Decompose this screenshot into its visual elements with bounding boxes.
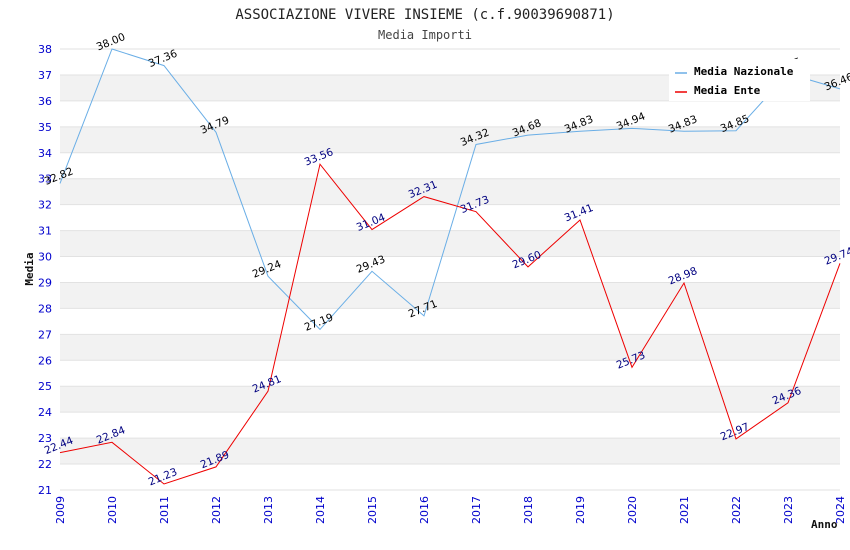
x-tick-label: 2013 [262,496,275,524]
legend-label-ente: Media Ente [694,84,761,97]
y-tick-label: 38 [38,43,52,56]
grid-band [60,386,840,413]
grid-band [60,282,840,309]
y-tick-label: 30 [38,251,52,264]
x-axis-label: Anno [811,518,838,531]
grid-band [60,334,840,361]
x-tick-label: 2019 [574,496,587,524]
y-tick-label: 27 [38,328,52,341]
y-tick-label: 35 [38,121,52,134]
y-tick-label: 32 [38,199,52,212]
x-tick-label: 2014 [314,496,327,524]
x-tick-label: 2012 [210,496,223,524]
x-tick-label: 2024 [834,496,847,524]
y-tick-label: 24 [38,406,52,419]
data-label: 29.24 [251,258,284,281]
y-tick-label: 34 [38,147,52,160]
y-tick-label: 21 [38,484,52,497]
grid-bands [60,74,840,465]
y-tick-label: 33 [38,173,52,186]
y-tick-label: 22 [38,458,52,471]
series-line-nazionale [59,48,841,331]
data-label: 27.19 [303,311,335,333]
grid-band [60,178,840,205]
y-axis-label: Media [23,252,36,285]
x-tick-label: 2018 [522,496,535,524]
series-line-ente [59,163,841,485]
y-tick-label: 23 [38,432,52,445]
x-tick-label: 2017 [470,496,483,524]
grid-band [60,230,840,257]
legend: Media Nazionale Media Ente [669,59,810,101]
data-label: 37.36 [147,48,180,71]
data-label: 21.23 [147,466,179,488]
x-tick-label: 2010 [106,496,119,524]
x-tick-label: 2015 [366,496,379,524]
series-lines [59,48,841,485]
legend-label-nazionale: Media Nazionale [694,65,794,78]
y-axis-ticks: 21 22 23 24 25 26 27 28 29 30 31 32 33 34 35 36 37 38 [38,43,52,497]
x-axis-ticks: 2009 2010 2011 2012 2013 2014 2015 2016 2017 2018… [54,496,847,524]
y-tick-label: 29 [38,276,52,289]
x-tick-label: 2011 [158,496,171,524]
y-tick-label: 28 [38,302,52,315]
chart-subtitle: Media Importi [378,28,472,42]
y-tick-label: 37 [38,69,52,82]
x-tick-label: 2020 [626,496,639,524]
grid-band [60,438,840,465]
x-tick-label: 2009 [54,496,67,524]
data-label: 38.00 [95,31,127,53]
y-tick-label: 36 [38,95,52,108]
x-tick-label: 2016 [418,496,431,524]
legend-box [669,59,810,101]
y-tick-label: 25 [38,380,52,393]
x-tick-label: 2023 [782,496,795,524]
y-tick-label: 26 [38,354,52,367]
x-tick-label: 2022 [730,496,743,524]
chart-title: ASSOCIAZIONE VIVERE INSIEME (c.f.9003969… [235,7,614,23]
x-tick-label: 2021 [678,496,691,524]
y-tick-label: 31 [38,225,52,238]
grid-lines [60,48,840,491]
